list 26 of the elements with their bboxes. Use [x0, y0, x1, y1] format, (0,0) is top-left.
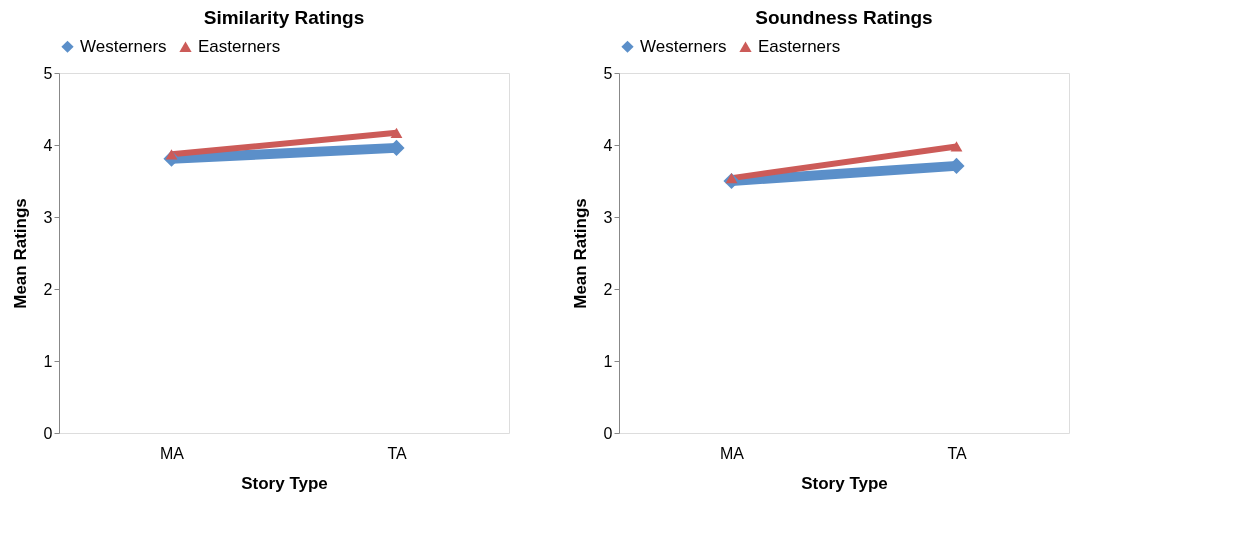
y-tick-label: 1: [43, 352, 53, 370]
y-tick-label: 0: [603, 424, 613, 442]
x-tick-label: MA: [720, 444, 745, 462]
x-axis-title: Story Type: [801, 473, 888, 493]
y-tick-label: 0: [43, 424, 53, 442]
legend-label: Westerners: [80, 36, 167, 56]
x-tick-label: TA: [947, 444, 967, 462]
y-tick-label: 3: [43, 208, 53, 226]
y-tick-label: 4: [603, 136, 613, 154]
x-tick-label: TA: [387, 444, 407, 462]
y-tick-label: 2: [603, 280, 613, 298]
x-axis-title: Story Type: [241, 473, 328, 493]
x-tick-label: MA: [160, 444, 185, 462]
legend-label: Westerners: [640, 36, 727, 56]
y-tick-label: 1: [603, 352, 613, 370]
y-tick-label: 2: [43, 280, 53, 298]
y-axis-title: Mean Ratings: [10, 198, 30, 309]
chart-title: Similarity Ratings: [203, 7, 365, 28]
y-tick-label: 4: [43, 136, 53, 154]
y-tick-label: 5: [43, 64, 53, 82]
legend-label: Easterners: [758, 36, 841, 56]
chart-title: Soundness Ratings: [755, 7, 933, 28]
y-tick-label: 3: [603, 208, 613, 226]
y-axis-title: Mean Ratings: [570, 198, 590, 309]
legend-label: Easterners: [198, 36, 281, 56]
y-tick-label: 5: [603, 64, 613, 82]
